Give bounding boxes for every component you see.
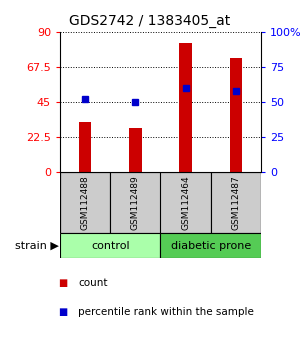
Text: GSM112489: GSM112489 <box>131 175 140 230</box>
Bar <box>60 233 160 258</box>
Text: GSM112488: GSM112488 <box>81 175 90 230</box>
Text: ■: ■ <box>58 307 68 316</box>
Text: GDS2742 / 1383405_at: GDS2742 / 1383405_at <box>69 14 231 28</box>
Bar <box>211 172 261 233</box>
Text: GSM112464: GSM112464 <box>181 175 190 230</box>
Text: GSM112487: GSM112487 <box>231 175 240 230</box>
Text: diabetic prone: diabetic prone <box>171 241 251 251</box>
Text: percentile rank within the sample: percentile rank within the sample <box>78 307 254 316</box>
Bar <box>179 43 192 172</box>
Bar <box>110 172 160 233</box>
Text: control: control <box>91 241 130 251</box>
Bar <box>129 128 142 172</box>
Bar <box>160 172 211 233</box>
Bar <box>230 58 242 172</box>
Text: ■: ■ <box>58 278 68 288</box>
Text: strain ▶: strain ▶ <box>15 241 59 251</box>
Text: count: count <box>78 278 107 288</box>
Bar <box>160 233 261 258</box>
Bar <box>79 122 92 172</box>
Bar <box>60 172 110 233</box>
